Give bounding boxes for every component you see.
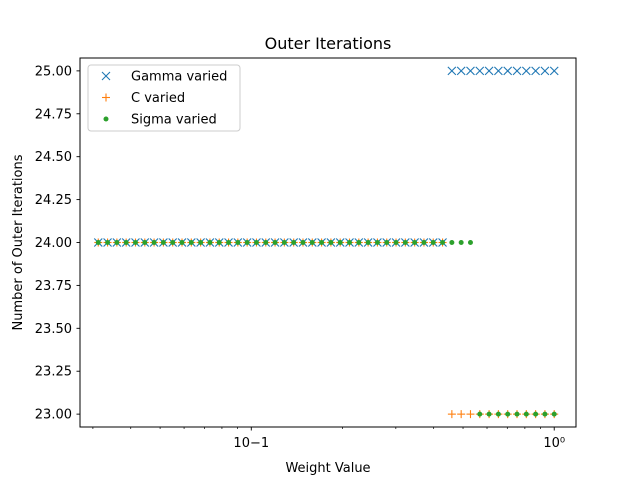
- data-point: [235, 240, 241, 245]
- y-tick-label: 24.00: [35, 236, 72, 251]
- data-point: [430, 240, 436, 245]
- x-axis-label: Weight Value: [285, 461, 370, 476]
- data-point: [170, 240, 176, 245]
- data-point: [328, 240, 334, 245]
- data-point: [132, 240, 138, 245]
- legend-label: Sigma varied: [131, 113, 217, 128]
- data-point: [179, 240, 185, 245]
- data-point: [374, 240, 380, 245]
- legend-marker: [102, 93, 110, 102]
- data-point: [542, 411, 548, 417]
- x-tick-label: 10⁰: [543, 436, 565, 451]
- data-point: [319, 240, 325, 245]
- y-axis: 23.00 23.25 23.50 23.75 24.00 24.25 24.50 24.75…: [35, 64, 80, 423]
- data-point: [142, 240, 148, 245]
- data-point: [514, 411, 520, 417]
- axes-frame: [79, 57, 577, 428]
- legend-label: C varied: [131, 91, 185, 106]
- data-point: [151, 240, 157, 245]
- data-point: [447, 66, 457, 76]
- data-point: [123, 240, 129, 245]
- legend-label: Gamma varied: [131, 70, 227, 85]
- data-point: [551, 411, 557, 417]
- plot-area: [93, 66, 559, 419]
- data-point: [440, 240, 446, 245]
- data-point: [263, 240, 269, 245]
- chart-title: Outer Iterations: [265, 34, 392, 53]
- data-point: [475, 66, 485, 76]
- data-point: [523, 411, 529, 417]
- data-point: [188, 240, 194, 245]
- data-point: [412, 240, 418, 245]
- data-point: [486, 411, 492, 417]
- x-tick-label: 10−1: [233, 436, 269, 451]
- series-sigma-varied: [95, 240, 557, 417]
- data-point: [384, 240, 390, 245]
- data-point: [347, 240, 353, 245]
- data-point: [495, 411, 501, 417]
- data-point: [365, 240, 371, 245]
- data-point: [512, 66, 522, 76]
- y-tick-label: 23.00: [35, 408, 72, 423]
- y-tick-label: 23.75: [35, 279, 72, 294]
- y-tick-label: 24.25: [35, 193, 72, 208]
- data-point: [447, 410, 456, 419]
- y-tick-label: 23.50: [35, 322, 72, 337]
- data-point: [505, 411, 511, 417]
- data-point: [540, 66, 550, 76]
- data-point: [521, 66, 531, 76]
- data-point: [356, 240, 362, 245]
- data-point: [272, 240, 278, 245]
- data-point: [105, 240, 111, 245]
- data-point: [253, 240, 259, 245]
- data-point: [226, 240, 232, 245]
- y-tick-label: 24.75: [35, 107, 72, 122]
- legend-marker: [101, 71, 111, 81]
- data-point: [503, 66, 513, 76]
- data-point: [207, 240, 213, 245]
- data-point: [244, 240, 250, 245]
- data-point: [291, 240, 297, 245]
- y-tick-label: 25.00: [35, 64, 72, 79]
- data-point: [449, 240, 455, 245]
- data-point: [549, 66, 559, 76]
- data-point: [300, 240, 306, 245]
- y-tick-label: 24.50: [35, 150, 72, 165]
- data-point: [421, 240, 427, 245]
- data-point: [114, 240, 120, 245]
- data-point: [466, 66, 475, 76]
- data-point: [466, 410, 475, 419]
- legend-entry: Sigma varied: [103, 113, 217, 128]
- data-point: [216, 240, 222, 245]
- y-axis-label: Number of Outer Iterations: [11, 154, 26, 330]
- data-point: [458, 240, 464, 245]
- data-point: [484, 66, 494, 76]
- legend-marker: [103, 116, 109, 122]
- y-tick-label: 23.25: [35, 365, 72, 380]
- data-point: [456, 66, 466, 76]
- data-point: [402, 240, 408, 245]
- legend-frame: [87, 64, 241, 132]
- data-point: [457, 410, 466, 419]
- x-axis: 10−1 10⁰: [92, 427, 565, 451]
- data-point: [309, 240, 315, 245]
- data-point: [531, 66, 541, 76]
- data-point: [393, 240, 399, 245]
- legend: Gamma varied C varied Sigma varied: [87, 64, 241, 132]
- data-point: [160, 240, 166, 245]
- legend-entry: Gamma varied: [101, 70, 227, 85]
- data-point: [477, 411, 483, 417]
- data-point: [198, 240, 204, 245]
- data-point: [467, 240, 473, 245]
- data-point: [533, 411, 539, 417]
- data-point: [281, 240, 287, 245]
- legend-entry: C varied: [102, 91, 185, 106]
- data-point: [494, 66, 503, 76]
- data-point: [337, 240, 343, 245]
- data-point: [95, 240, 101, 245]
